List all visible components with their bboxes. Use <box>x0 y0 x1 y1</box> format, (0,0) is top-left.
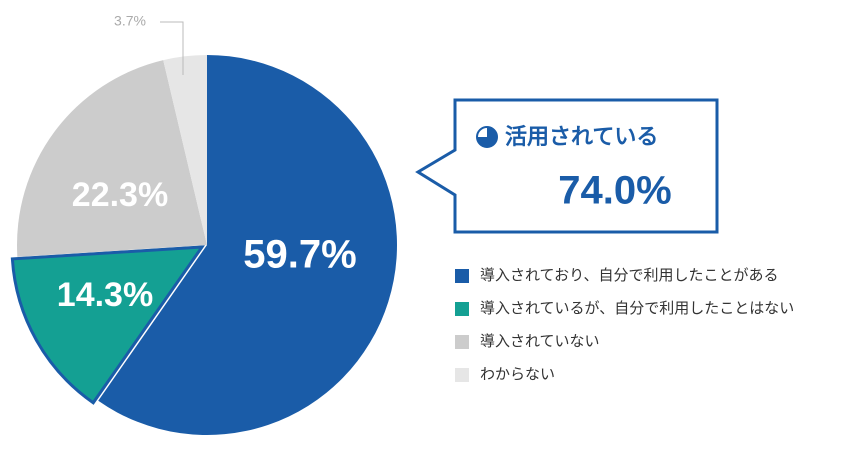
callout-title: 活用されている <box>505 124 658 149</box>
data-label: 59.7% <box>243 233 356 277</box>
callout-icon <box>476 126 498 148</box>
data-label: 14.3% <box>57 276 153 314</box>
legend-label: わからない <box>480 366 555 383</box>
legend-label: 導入されているが、自分で利用したことはない <box>480 300 794 317</box>
callout-value: 74.0% <box>558 169 671 213</box>
leader-line <box>160 21 184 75</box>
legend-swatch <box>455 368 469 382</box>
pie-slice <box>98 55 398 435</box>
legend-swatch <box>455 269 469 283</box>
pie-slice <box>10 245 206 405</box>
data-label: 3.7% <box>114 13 146 29</box>
legend-label: 導入されていない <box>480 333 600 350</box>
legend-swatch <box>455 335 469 349</box>
pie-slice <box>163 55 207 245</box>
legend-label: 導入されており、自分で利用したことがある <box>480 267 779 284</box>
legend-swatch <box>455 302 469 316</box>
data-label: 22.3% <box>72 176 168 214</box>
pie-slice <box>16 60 207 257</box>
